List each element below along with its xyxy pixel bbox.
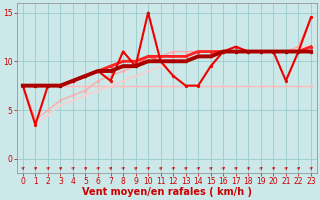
X-axis label: Vent moyen/en rafales ( km/h ): Vent moyen/en rafales ( km/h )	[82, 187, 252, 197]
